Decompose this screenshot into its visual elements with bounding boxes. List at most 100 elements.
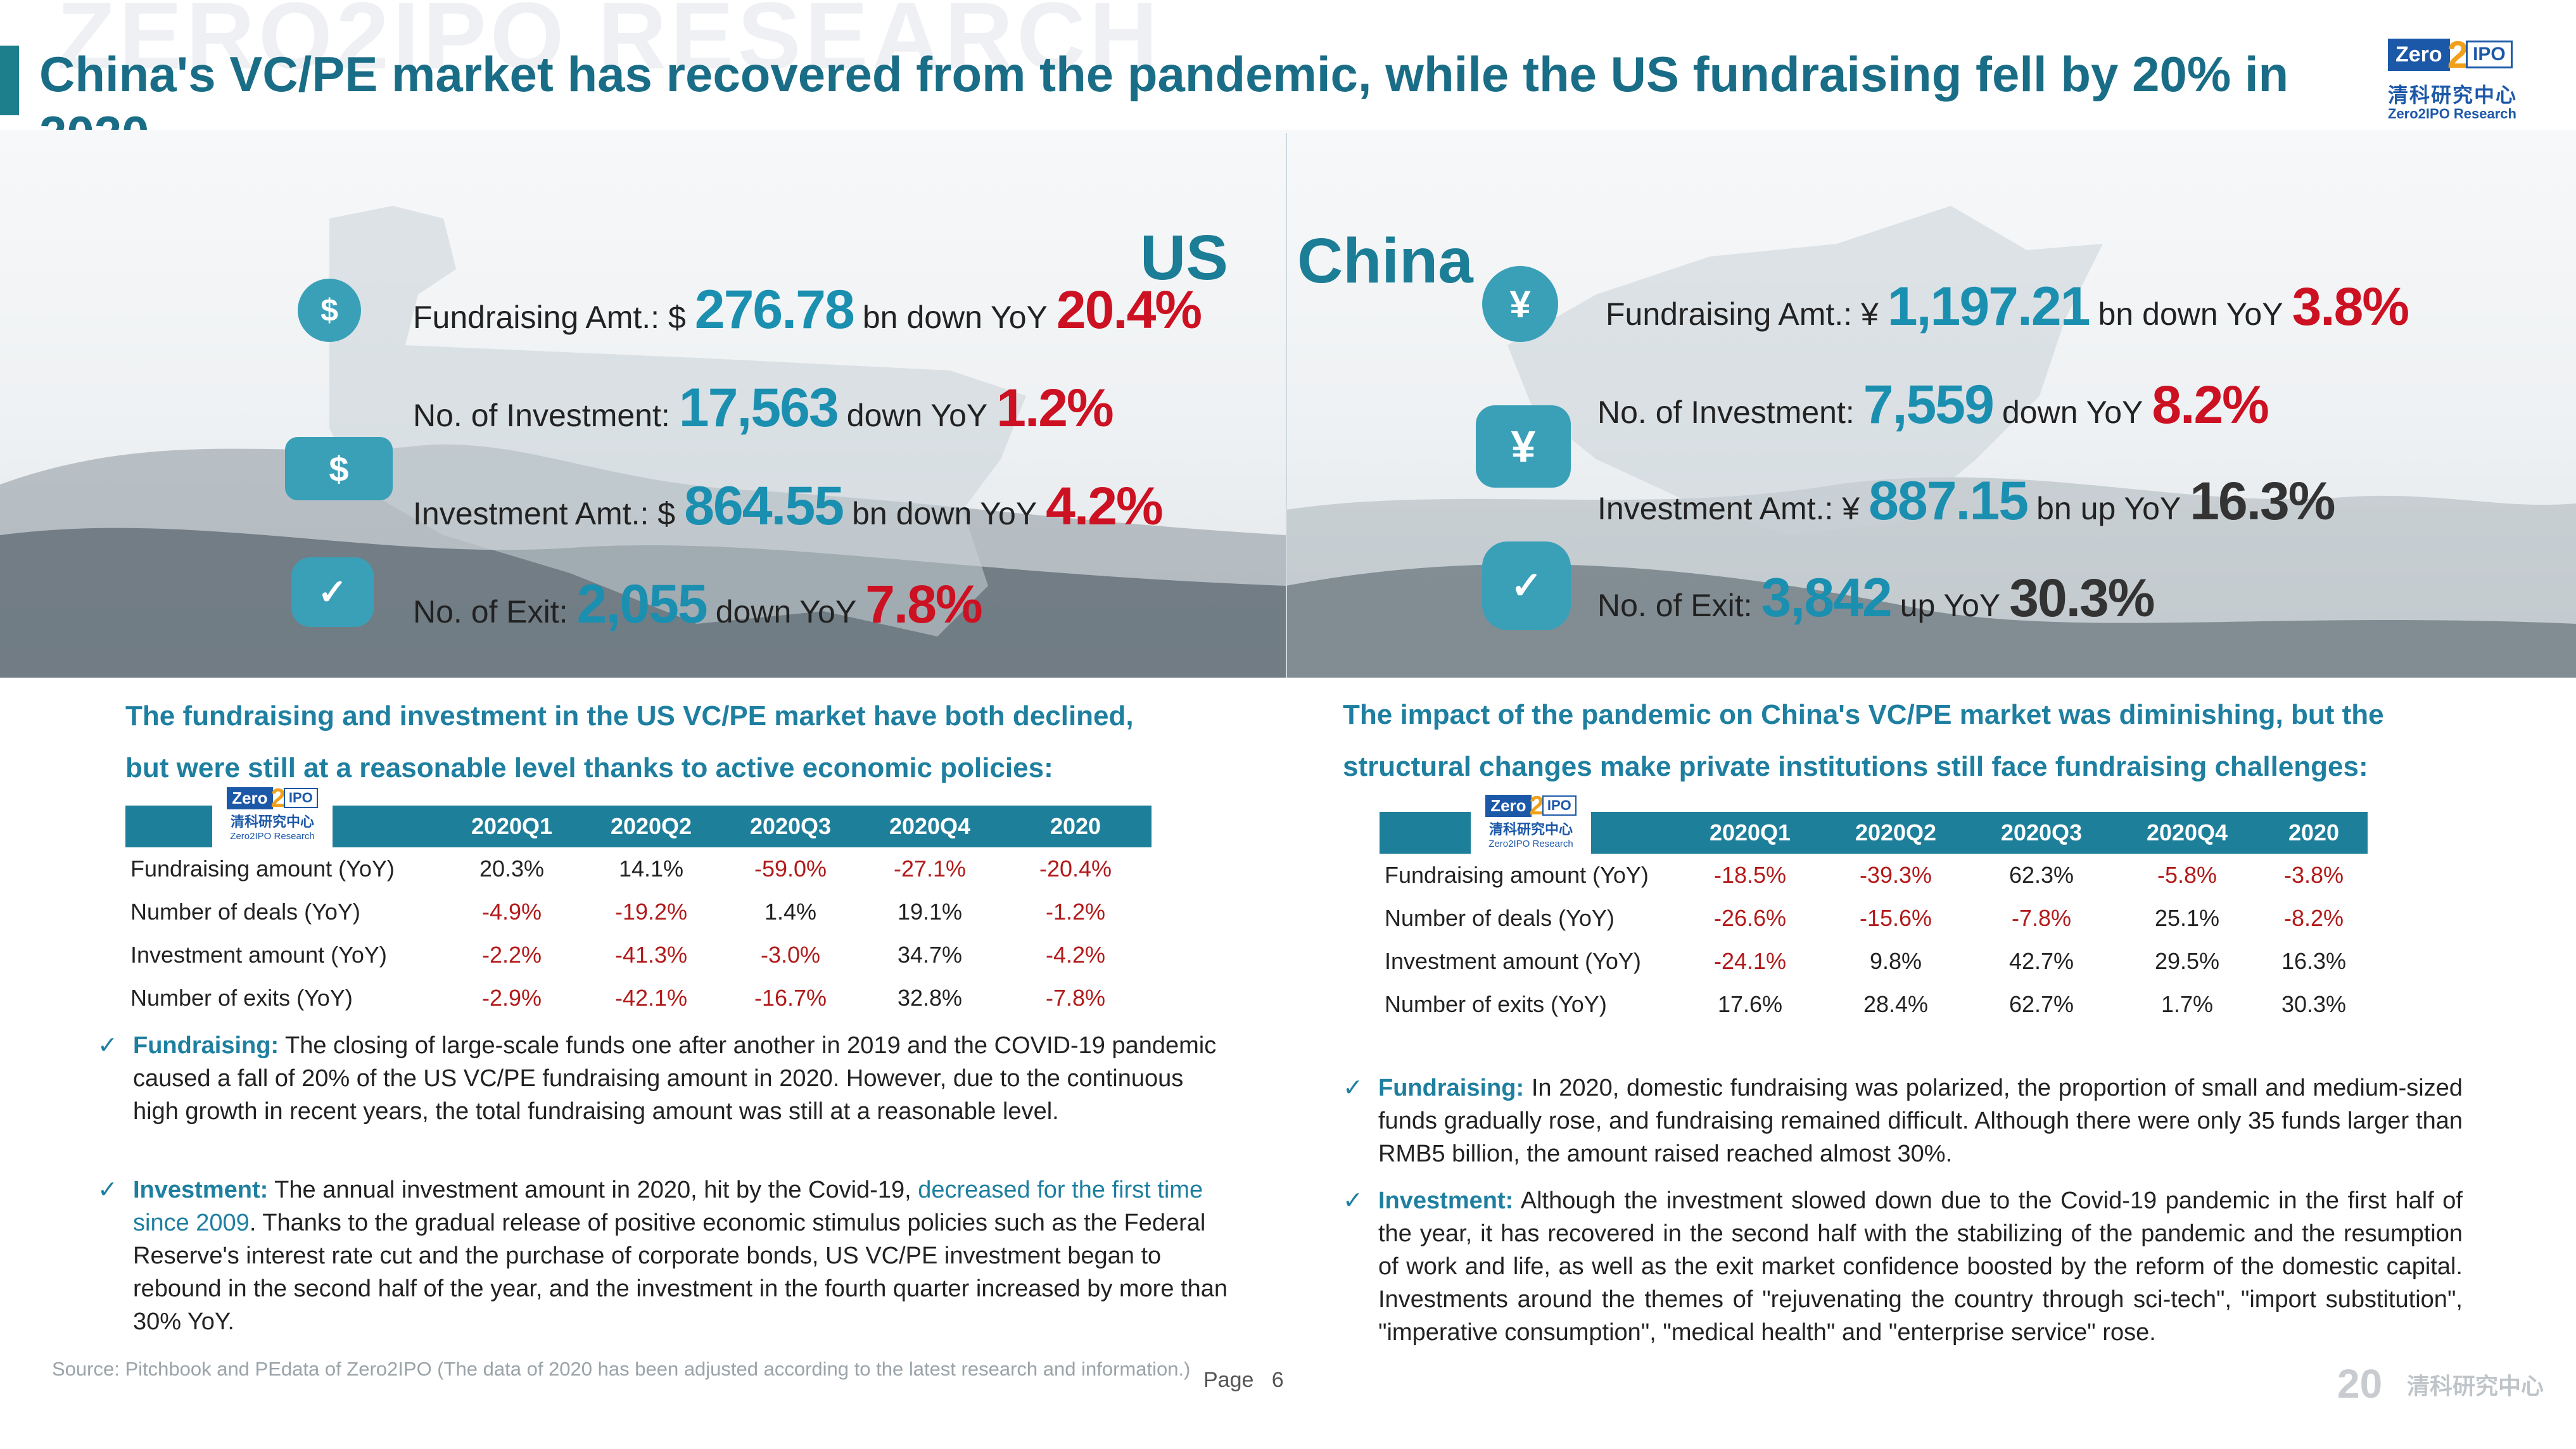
table-header: 2020Q1 xyxy=(1677,812,1823,854)
logo-ipo: IPO xyxy=(2466,41,2513,68)
table-cell: -8.2% xyxy=(2283,905,2344,931)
table-header: 2020 xyxy=(999,806,1152,847)
stat-label: Fundraising Amt.: ¥ xyxy=(1606,296,1879,332)
logo-ipo: IPO xyxy=(283,788,318,808)
row-label: Investment amount (YoY) xyxy=(130,942,387,968)
table-header: 2020 xyxy=(2260,812,2368,854)
china-section-heading: The impact of the pandemic on China's VC… xyxy=(1343,689,2559,793)
stat-trend: up YoY xyxy=(2080,491,2181,526)
table-cell: 32.8% xyxy=(897,985,963,1011)
row-label: Fundraising amount (YoY) xyxy=(130,856,395,882)
check-icon: ✓ xyxy=(98,1032,118,1059)
hand-yuan-icon: ¥ xyxy=(1476,405,1571,488)
bullet-keyword: Fundraising: xyxy=(133,1032,279,1059)
us-label: US xyxy=(1140,222,1228,293)
row-label: Number of deals (YoY) xyxy=(130,899,360,925)
table-cell: 19.1% xyxy=(897,899,963,925)
stat-trend: up YoY xyxy=(1900,588,2001,623)
table-cell: 17.6% xyxy=(1717,991,1783,1017)
table-cell: 28.4% xyxy=(1863,991,1929,1017)
table-cell: -20.4% xyxy=(1039,856,1112,882)
bullet-highlight: decreased for the first time since 2009 xyxy=(133,1177,1203,1236)
bullet-keyword: Investment: xyxy=(1378,1187,1514,1214)
table-header: 2020Q3 xyxy=(721,806,860,847)
stat-label: Fundraising Amt.: $ xyxy=(413,300,686,335)
table-cell: 42.7% xyxy=(2008,948,2074,974)
table-cell: 29.5% xyxy=(2154,948,2220,974)
bullet-text: Although the investment slowed down due … xyxy=(1378,1187,2463,1346)
table-header: 2020Q2 xyxy=(1823,812,1969,854)
table-cell: 1.4% xyxy=(764,899,817,925)
footer-logo-text: 清科研究中心 xyxy=(2407,1373,2544,1399)
stat-value: 7,559 xyxy=(1863,374,1995,435)
dollar-head-icon: $ xyxy=(298,279,361,342)
us-stat-exit-count: No. of Exit: 2,055 down YoY 7.8% xyxy=(413,573,983,636)
stat-value: 2,055 xyxy=(576,574,708,635)
table-cell: -42.1% xyxy=(614,985,688,1011)
table-cell: 30.3% xyxy=(2281,991,2347,1017)
table-row: Number of deals (YoY) -4.9% -19.2% 1.4% … xyxy=(125,890,1152,933)
table-logo: Zero 2 IPO 清科研究中心 Zero2IPO Research xyxy=(212,785,333,855)
table-cell: -3.0% xyxy=(760,942,821,968)
table-row: Investment amount (YoY) -2.2% -41.3% -3.… xyxy=(125,933,1152,977)
china-label: China xyxy=(1297,225,1473,296)
us-yoy-table: 2020Q1 2020Q2 2020Q3 2020Q4 2020 Fundrai… xyxy=(125,806,1152,1020)
stat-change: 1.2% xyxy=(996,378,1114,438)
stat-change: 8.2% xyxy=(2152,375,2269,434)
china-map-shape xyxy=(1507,206,2103,535)
table-cell: -4.2% xyxy=(1045,942,1106,968)
table-header: 2020Q1 xyxy=(442,806,581,847)
stat-change: 4.2% xyxy=(1046,476,1163,536)
stat-unit: bn xyxy=(862,300,898,335)
hand-money-bag-icon: $ xyxy=(285,437,393,500)
stat-trend: down YoY xyxy=(906,300,1048,335)
table-cell: 25.1% xyxy=(2154,905,2220,931)
title-accent-bar xyxy=(0,46,19,115)
logo-two: 2 xyxy=(270,783,286,813)
page-label: Page xyxy=(1203,1368,1254,1392)
stat-change: 16.3% xyxy=(2190,471,2335,531)
heading-line: structural changes make private institut… xyxy=(1343,751,2368,782)
table-cell: -19.2% xyxy=(614,899,688,925)
check-icon: ✓ xyxy=(98,1177,118,1203)
heading-line: but were still at a reasonable level tha… xyxy=(125,752,1053,783)
source-note: Source: Pitchbook and PEdata of Zero2IPO… xyxy=(52,1358,1191,1380)
zero2ipo-logo: Zero 2 IPO 清科研究中心 Zero2IPO Research xyxy=(2388,34,2540,123)
table-logo: Zero 2 IPO 清科研究中心 Zero2IPO Research xyxy=(1471,792,1591,863)
stat-unit: bn xyxy=(852,496,887,531)
table-header: 2020Q4 xyxy=(2114,812,2260,854)
us-map-shape xyxy=(329,206,1026,636)
table-cell: -1.2% xyxy=(1045,899,1106,925)
stat-label: No. of Investment: xyxy=(413,398,670,433)
table-header: 2020Q4 xyxy=(860,806,999,847)
table-row: Investment amount (YoY) -24.1% 9.8% 42.7… xyxy=(1380,940,2368,983)
table-row: Fundraising amount (YoY) 20.3% 14.1% -59… xyxy=(125,847,1152,890)
table-row: Number of exits (YoY) -2.9% -42.1% -16.7… xyxy=(125,977,1152,1020)
bullet-keyword: Investment: xyxy=(133,1177,269,1203)
stat-value: 17,563 xyxy=(678,377,839,438)
anniversary-logo-mark: 20 xyxy=(2337,1361,2383,1407)
table-header-row: 2020Q1 2020Q2 2020Q3 2020Q4 2020 xyxy=(125,806,1152,847)
stat-label: No. of Investment: xyxy=(1597,395,1855,430)
check-icon: ✓ xyxy=(1343,1187,1363,1214)
bullet-keyword: Fundraising: xyxy=(1378,1075,1525,1101)
table-cell: 34.7% xyxy=(897,942,963,968)
table-cell: -7.8% xyxy=(2011,905,2072,931)
table-cell: -5.8% xyxy=(2157,862,2218,888)
logo-zero: Zero xyxy=(227,787,273,809)
table-row: Number of exits (YoY) 17.6% 28.4% 62.7% … xyxy=(1380,983,2368,1026)
row-label: Number of exits (YoY) xyxy=(1385,991,1607,1017)
table-cell: -18.5% xyxy=(1713,862,1787,888)
table-row: Number of deals (YoY) -26.6% -15.6% -7.8… xyxy=(1380,897,2368,940)
row-label: Fundraising amount (YoY) xyxy=(1385,862,1649,888)
stat-unit: bn xyxy=(2036,491,2072,526)
table-cell: 20.3% xyxy=(479,856,545,882)
table-cell: -15.6% xyxy=(1859,905,1932,931)
section-divider xyxy=(1286,133,1287,678)
page-number: Page 6 xyxy=(1203,1368,1284,1393)
china-stat-exit-count: No. of Exit: 3,842 up YoY 30.3% xyxy=(1597,567,2155,630)
stat-value: 887.15 xyxy=(1869,471,2029,531)
stat-label: Investment Amt.: $ xyxy=(413,496,676,531)
china-stat-investment-count: No. of Investment: 7,559 down YoY 8.2% xyxy=(1597,374,2269,436)
check-icon: ✓ xyxy=(1343,1075,1363,1101)
